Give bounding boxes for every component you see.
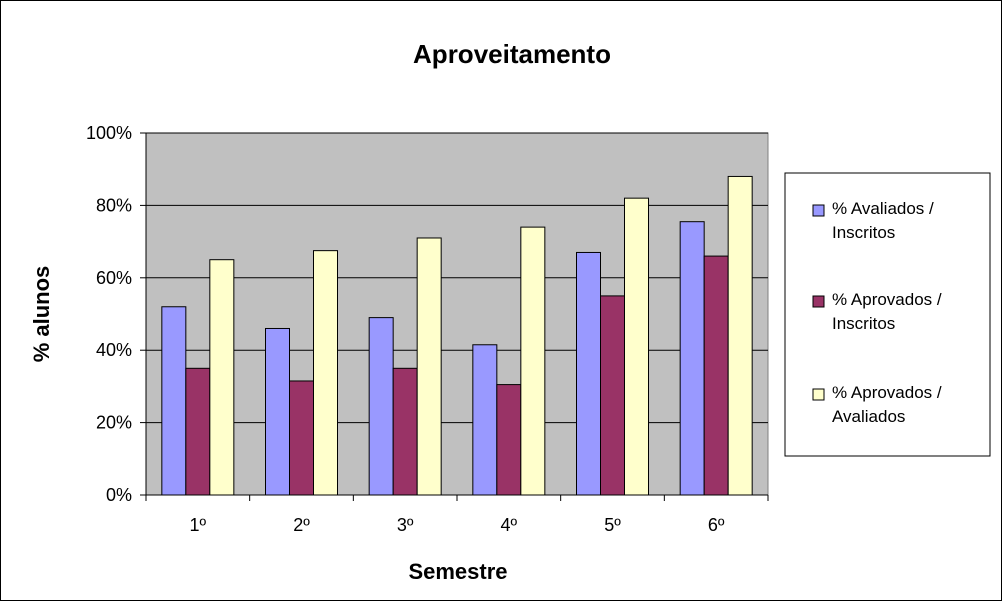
plot-area: 0% 20% 40% 60% 80% 100% 1º 2º 3º 4º 5º 6º <box>86 123 769 535</box>
legend-entry: % Avaliados / Inscritos <box>832 199 934 242</box>
y-tick-label: 20% <box>96 413 132 433</box>
bar <box>576 251 601 496</box>
bar <box>520 226 546 496</box>
bar <box>265 327 290 496</box>
legend-entry: % Aprovados / Avaliados <box>832 383 942 426</box>
x-axis-label: Semestre <box>408 559 507 584</box>
x-tick-label: 6º <box>708 515 725 535</box>
legend-swatch <box>812 388 825 401</box>
bar <box>161 306 187 496</box>
legend: % Avaliados / Inscritos % Aprovados / Inscr… <box>784 172 991 457</box>
bar <box>679 221 705 496</box>
y-tick-label: 60% <box>96 268 132 288</box>
x-tick-label: 3º <box>397 515 414 535</box>
legend-swatch <box>812 295 825 308</box>
y-tick-label: 40% <box>96 340 132 360</box>
x-tick-label: 1º <box>190 515 207 535</box>
x-tick-label: 2º <box>293 515 310 535</box>
y-tick-label: 0% <box>106 485 132 505</box>
legend-swatch <box>812 204 825 217</box>
bar <box>703 255 729 496</box>
bar <box>313 250 338 496</box>
legend-box <box>784 172 991 457</box>
bar <box>472 344 498 496</box>
y-axis-label: % alunos <box>29 266 54 363</box>
bar <box>624 197 649 496</box>
bar <box>289 380 314 496</box>
bar <box>496 384 522 496</box>
bar <box>600 295 625 496</box>
bar <box>185 367 211 496</box>
y-tick-label: 100% <box>86 123 132 143</box>
y-tick-label: 80% <box>96 195 132 215</box>
bar <box>209 259 235 496</box>
bar <box>368 317 394 496</box>
bar <box>727 175 753 496</box>
bar <box>416 237 442 496</box>
plot-background <box>145 132 769 496</box>
x-tick-label: 5º <box>604 515 621 535</box>
chart-title: Aproveitamento <box>413 39 611 69</box>
legend-entry: % Aprovados / Inscritos <box>832 290 942 333</box>
x-tick-label: 4º <box>501 515 518 535</box>
bar <box>392 367 418 496</box>
